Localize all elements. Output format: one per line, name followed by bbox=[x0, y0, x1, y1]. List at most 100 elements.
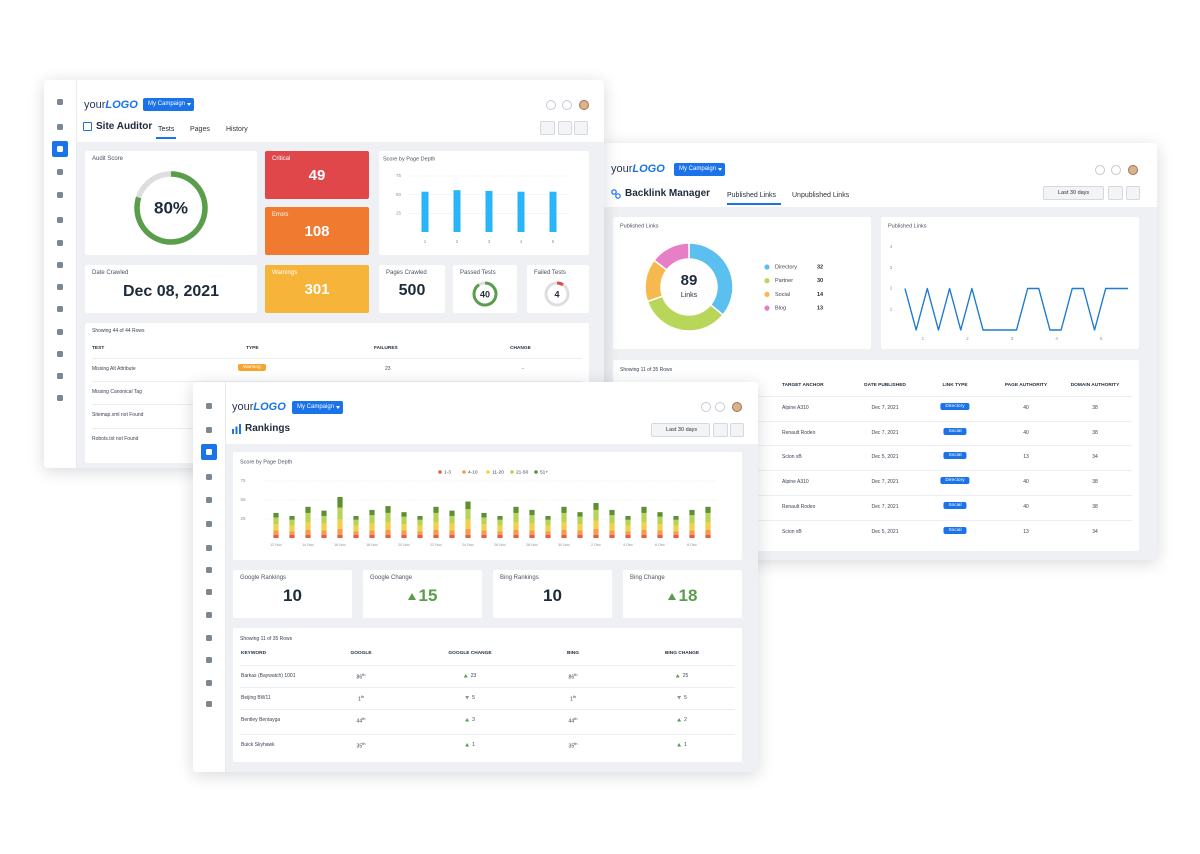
link-type-badge: Social bbox=[943, 428, 967, 435]
notification-icon[interactable] bbox=[715, 402, 725, 412]
campaign-button[interactable]: My Campaign bbox=[143, 98, 195, 111]
target-anchor: Scion xB bbox=[782, 529, 802, 535]
bar-segment bbox=[513, 534, 519, 538]
stat-value: 10 bbox=[543, 586, 562, 605]
page-title: Site Auditor bbox=[96, 121, 153, 132]
target-anchor: Renault Rodeo bbox=[782, 430, 816, 436]
tab[interactable]: Unpublished Links bbox=[792, 192, 850, 199]
help-icon[interactable] bbox=[1095, 165, 1105, 175]
tab[interactable]: Pages bbox=[190, 126, 210, 133]
rank-suffix: th bbox=[362, 672, 366, 677]
bar-segment bbox=[529, 523, 535, 531]
help-icon[interactable] bbox=[546, 100, 556, 110]
notification-icon[interactable] bbox=[562, 100, 572, 110]
nav-icon bbox=[57, 217, 63, 223]
legend-value: 32 bbox=[817, 264, 823, 270]
bar-segment bbox=[321, 515, 327, 524]
rankings-chart-card: Score by Page Depth 1-3 4-10 11-20 21-50 51+ 2… bbox=[233, 452, 742, 560]
nav-icon bbox=[57, 192, 63, 198]
tab[interactable]: History bbox=[226, 126, 248, 133]
tab[interactable]: Tests bbox=[158, 126, 175, 133]
settings-button[interactable] bbox=[1108, 186, 1123, 200]
x-tick-label: 28 Nov bbox=[526, 543, 538, 547]
legend-label: Partner bbox=[775, 278, 793, 284]
bar-segment bbox=[593, 520, 599, 529]
bar bbox=[549, 191, 557, 232]
avatar[interactable] bbox=[579, 100, 589, 110]
card-label: Google Rankings bbox=[240, 575, 287, 581]
bar-segment bbox=[481, 534, 487, 538]
rankings-icon bbox=[232, 424, 241, 434]
arrow-shape bbox=[675, 674, 680, 678]
bar-segment bbox=[593, 503, 599, 510]
nav-icon bbox=[206, 657, 212, 663]
x-tick-label: 4 Dec bbox=[623, 543, 633, 547]
bar-segment bbox=[433, 522, 439, 530]
bar-segment bbox=[401, 512, 407, 517]
bar-segment bbox=[305, 534, 311, 538]
bar-segment bbox=[497, 519, 503, 526]
nav-icon bbox=[206, 497, 212, 503]
trend-arrow bbox=[465, 718, 470, 722]
campaign-button[interactable]: My Campaign bbox=[292, 401, 344, 414]
bar-segment bbox=[353, 534, 359, 538]
bar-segment bbox=[321, 523, 327, 531]
campaign-label: My Campaign bbox=[297, 404, 335, 410]
card-label: Audit Score bbox=[92, 156, 124, 162]
logo: yourLOGO bbox=[232, 401, 286, 413]
bar-segment bbox=[273, 524, 279, 531]
ring-value: 80% bbox=[154, 198, 188, 217]
bar-segment bbox=[673, 519, 679, 526]
rank-number: 86 bbox=[356, 674, 363, 681]
bar-segment bbox=[353, 515, 359, 520]
page-authority: 13 bbox=[1023, 529, 1029, 535]
campaign-button[interactable]: My Campaign bbox=[674, 163, 726, 176]
bar-segment bbox=[545, 515, 551, 520]
help-button[interactable] bbox=[540, 121, 555, 135]
rank-cell: 1th bbox=[358, 694, 364, 703]
rank-number: 35 bbox=[568, 743, 575, 750]
nav-icon bbox=[206, 521, 212, 527]
x-tick-label: 26 Nov bbox=[494, 543, 506, 547]
column-header: BING bbox=[567, 651, 579, 656]
legend-swatch bbox=[764, 305, 770, 311]
bar-segment bbox=[657, 512, 663, 517]
help-icon[interactable] bbox=[701, 402, 711, 412]
tab-underline bbox=[727, 203, 781, 205]
bar-segment bbox=[369, 515, 375, 524]
failed-ring: 4 bbox=[544, 281, 570, 307]
bar-segment bbox=[673, 515, 679, 520]
date-published: Dec 5, 2021 bbox=[871, 454, 899, 460]
x-tick-label: 30 Nov bbox=[558, 543, 570, 547]
bar-segment bbox=[657, 516, 663, 525]
change-value: 1 bbox=[472, 742, 475, 748]
avatar[interactable] bbox=[1128, 165, 1138, 175]
bar-segment bbox=[289, 525, 295, 532]
tab[interactable]: Published Links bbox=[727, 192, 777, 199]
share-button[interactable] bbox=[1126, 186, 1140, 200]
share-button[interactable] bbox=[574, 121, 588, 135]
date-card: Date Crawled Dec 08, 2021 bbox=[85, 265, 257, 313]
date-published: Dec 7, 2021 bbox=[871, 405, 899, 411]
card-label: Date Crawled bbox=[92, 270, 129, 276]
bar-segment bbox=[337, 528, 343, 535]
bar-segment bbox=[465, 528, 471, 535]
avatar[interactable] bbox=[732, 402, 742, 412]
date-range-button[interactable]: Last 30 days bbox=[651, 423, 710, 437]
card-value: 108 bbox=[304, 223, 330, 240]
bar-segment bbox=[449, 534, 455, 538]
bar-segment bbox=[497, 534, 503, 538]
bar-segment bbox=[369, 534, 375, 538]
notification-icon[interactable] bbox=[1111, 165, 1121, 175]
bar-segment bbox=[609, 530, 615, 535]
share-button[interactable] bbox=[730, 423, 744, 437]
bar-segment bbox=[401, 534, 407, 538]
settings-button[interactable] bbox=[713, 423, 728, 437]
bar-segment bbox=[465, 519, 471, 529]
settings-button[interactable] bbox=[558, 121, 572, 135]
bar-segment bbox=[449, 530, 455, 535]
bar-segment bbox=[321, 530, 327, 535]
date-range-button[interactable]: Last 30 days bbox=[1043, 186, 1104, 200]
bar-segment bbox=[417, 525, 423, 532]
bar-segment bbox=[609, 523, 615, 531]
